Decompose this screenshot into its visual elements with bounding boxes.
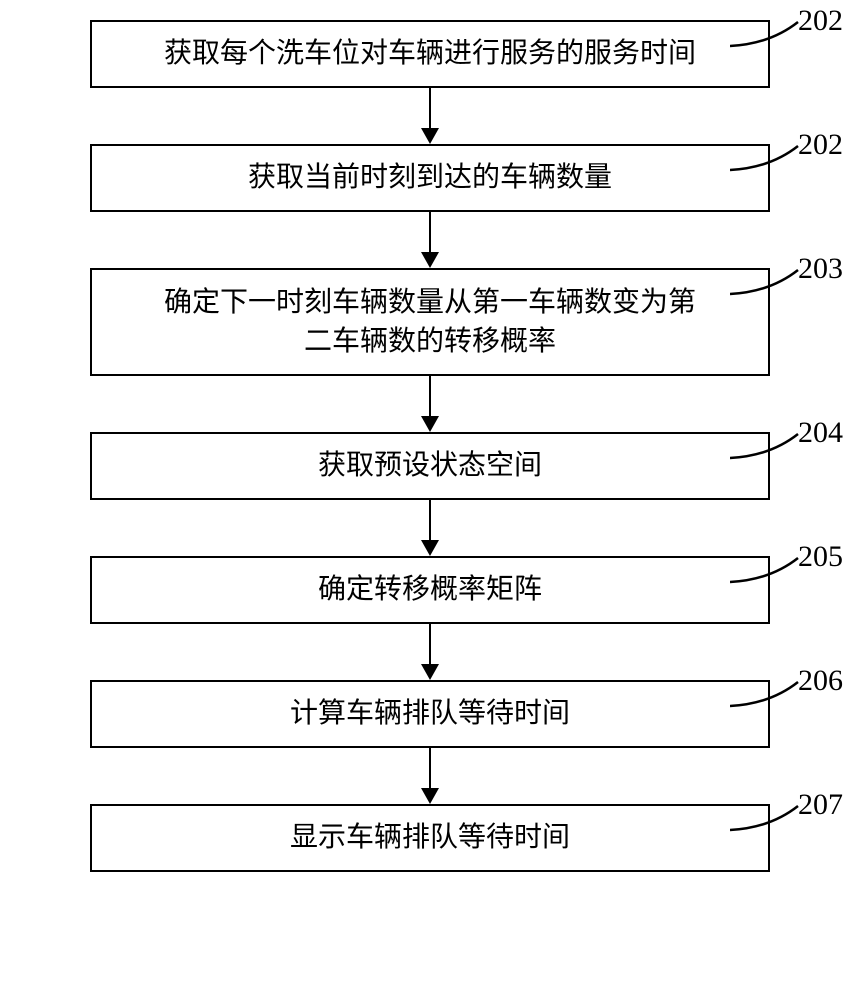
- arrow-1: [50, 88, 810, 144]
- step-box-1: 获取每个洗车位对车辆进行服务的服务时间: [90, 20, 770, 88]
- arrow-4: [50, 500, 810, 556]
- arrow-5: [50, 624, 810, 680]
- arrow-6: [50, 748, 810, 804]
- flowchart-container: 获取每个洗车位对车辆进行服务的服务时间 202 获取当前时刻到达的车辆数量 20…: [50, 20, 810, 872]
- step-text-5: 确定转移概率矩阵: [308, 566, 552, 613]
- step-box-3: 确定下一时刻车辆数量从第一车辆数变为第 二车辆数的转移概率: [90, 268, 770, 376]
- step-text-3-line1: 确定下一时刻车辆数量从第一车辆数变为第: [164, 287, 696, 318]
- arrow-2: [50, 212, 810, 268]
- step-label-3: 203: [798, 252, 843, 286]
- arrow-3: [50, 376, 810, 432]
- step-text-3: 确定下一时刻车辆数量从第一车辆数变为第 二车辆数的转移概率: [154, 279, 706, 365]
- step-label-6: 206: [798, 664, 843, 698]
- step-label-7: 207: [798, 788, 843, 822]
- step-text-6: 计算车辆排队等待时间: [280, 690, 580, 737]
- step-box-7: 显示车辆排队等待时间: [90, 804, 770, 872]
- step-box-2: 获取当前时刻到达的车辆数量: [90, 144, 770, 212]
- step-text-2: 获取当前时刻到达的车辆数量: [238, 154, 622, 201]
- step-label-2: 202: [798, 128, 843, 162]
- step-text-7: 显示车辆排队等待时间: [280, 814, 580, 861]
- step-label-1: 202: [798, 4, 843, 38]
- step-box-4: 获取预设状态空间: [90, 432, 770, 500]
- step-box-5: 确定转移概率矩阵: [90, 556, 770, 624]
- step-text-3-line2: 二车辆数的转移概率: [304, 326, 556, 357]
- step-text-4: 获取预设状态空间: [308, 442, 552, 489]
- step-label-5: 205: [798, 540, 843, 574]
- step-box-6: 计算车辆排队等待时间: [90, 680, 770, 748]
- step-label-4: 204: [798, 416, 843, 450]
- step-text-1: 获取每个洗车位对车辆进行服务的服务时间: [154, 30, 706, 77]
